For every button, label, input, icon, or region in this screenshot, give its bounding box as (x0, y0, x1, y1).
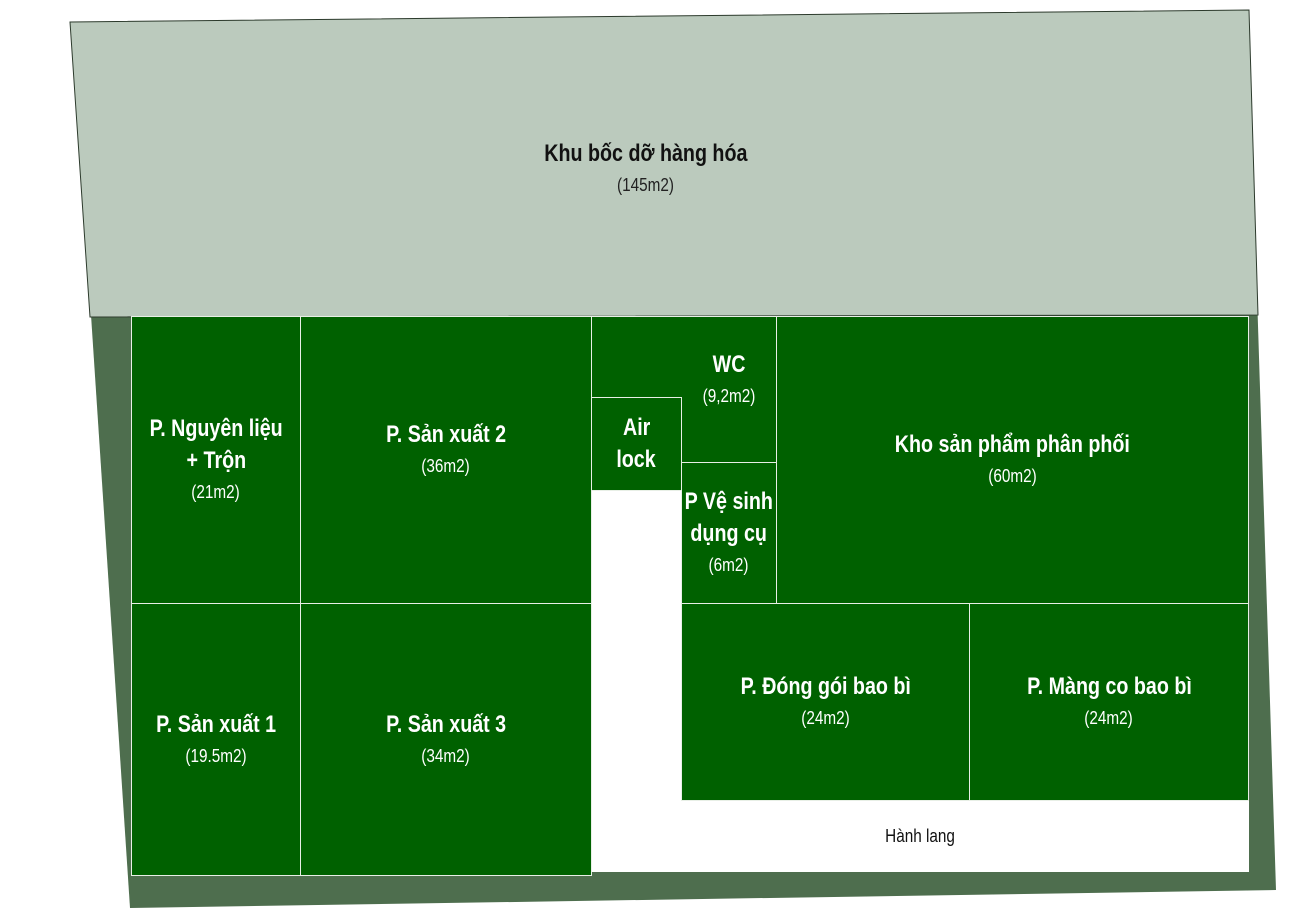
room-name: P. Đóng gói bao bì (740, 673, 911, 700)
room-area: (34m2) (421, 745, 471, 766)
room-airlock: Air lock (591, 397, 682, 491)
room-area: (6m2) (709, 555, 749, 575)
room-area: (9,2m2) (702, 386, 756, 406)
loading-zone: Khu bốc dỡ hàng hóa (145m2) (0, 0, 1292, 310)
room-name-line2: + Trộn (186, 447, 246, 474)
room-san-xuat-3: P. Sản xuất 3 (34m2) (300, 603, 592, 876)
room-name: WC (712, 351, 746, 378)
room-area: (24m2) (1084, 708, 1134, 728)
room-name: P. Sản xuất 1 (156, 710, 276, 738)
room-kho: Kho sản phẩm phân phối (60m2) (776, 316, 1249, 604)
loading-zone-area: (145m2) (617, 175, 675, 195)
loading-zone-shape (69, 9, 1259, 318)
room-san-xuat-2: P. Sản xuất 2 (36m2) (300, 316, 592, 604)
room-name: P. Màng co bao bì (1026, 673, 1192, 700)
room-name: P. Sản xuất 2 (386, 421, 506, 448)
room-name-line2: dụng cụ (690, 520, 768, 547)
corridor: Hành lang (591, 800, 1249, 872)
loading-zone-name: Khu bốc dỡ hàng hóa (544, 140, 748, 167)
room-area: (24m2) (801, 708, 850, 728)
room-name-line2: lock (616, 446, 657, 473)
room-name: P. Sản xuất 3 (386, 710, 506, 738)
room-san-xuat-1: P. Sản xuất 1 (19.5m2) (131, 603, 301, 876)
room-nguyen-lieu: P. Nguyên liệu + Trộn (21m2) (131, 316, 301, 604)
room-ve-sinh: P Vệ sinh dụng cụ (6m2) (681, 462, 777, 604)
room-area: (21m2) (191, 482, 241, 502)
room-area: (36m2) (421, 456, 471, 476)
room-mang-co: P. Màng co bao bì (24m2) (969, 603, 1249, 801)
room-name: Kho sản phẩm phân phối (894, 431, 1131, 458)
room-dong-goi: P. Đóng gói bao bì (24m2) (681, 603, 970, 801)
room-name-line1: P. Nguyên liệu (149, 415, 283, 442)
room-area: (60m2) (988, 466, 1037, 486)
room-name-line1: P Vệ sinh (684, 488, 774, 515)
room-name-line1: Air (622, 414, 651, 441)
corridor-label: Hành lang (885, 826, 955, 846)
room-area: (19.5m2) (185, 745, 247, 766)
wc-label-group: WC (9,2m2) (698, 349, 760, 411)
